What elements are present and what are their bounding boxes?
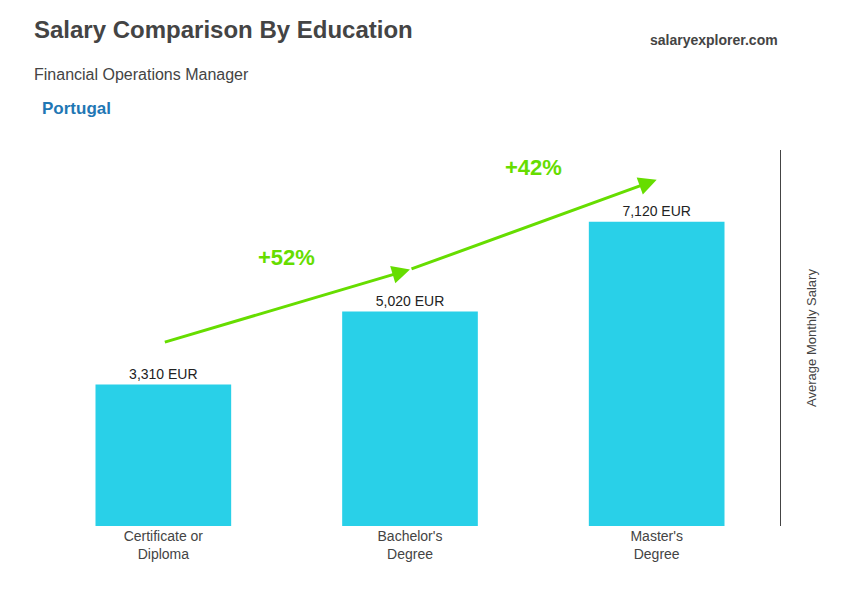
svg-text:Portugal: Portugal — [42, 99, 111, 118]
svg-text:salaryexplorer.com: salaryexplorer.com — [650, 32, 778, 48]
svg-text:3,310 EUR: 3,310 EUR — [129, 366, 197, 382]
svg-text:5,020 EUR: 5,020 EUR — [376, 293, 444, 309]
svg-text:+52%: +52% — [258, 245, 315, 270]
svg-text:Bachelor'sDegree: Bachelor'sDegree — [378, 528, 443, 562]
svg-text:Master'sDegree: Master'sDegree — [630, 528, 682, 562]
svg-text:7,120 EUR: 7,120 EUR — [622, 203, 690, 219]
svg-text:Average Monthly Salary: Average Monthly Salary — [804, 269, 819, 407]
svg-text:Certificate orDiploma: Certificate orDiploma — [124, 528, 204, 562]
svg-text:Financial Operations Manager: Financial Operations Manager — [34, 66, 249, 83]
svg-text:Salary Comparison By Education: Salary Comparison By Education — [34, 16, 413, 43]
svg-text:+42%: +42% — [505, 155, 562, 180]
